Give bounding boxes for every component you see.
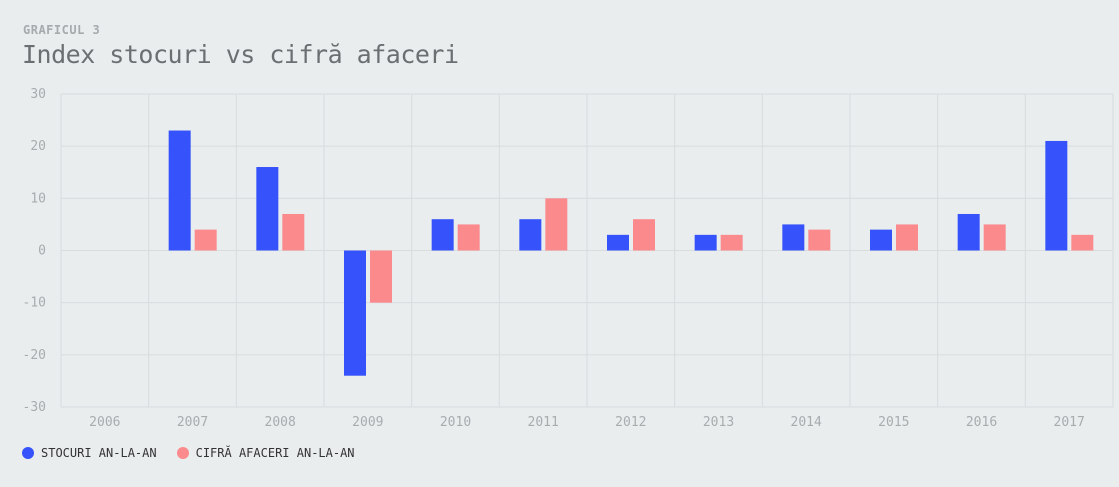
x-tick-label: 2010 <box>440 415 471 430</box>
x-tick-label: 2008 <box>265 415 296 430</box>
x-tick-label: 2006 <box>89 415 120 430</box>
bar-stocuri-2008 <box>256 167 279 251</box>
legend: STOCURI AN-LA-AN CIFRĂ AFACERI AN-LA-AN <box>22 446 375 460</box>
y-tick-label: -10 <box>23 296 46 311</box>
bar-stocuri-2013 <box>694 234 717 251</box>
bar-stocuri-2016 <box>957 213 980 251</box>
bar-cifra-2013 <box>720 234 743 251</box>
bar-stocuri-2011 <box>519 219 542 251</box>
bar-cifra-2017 <box>1071 234 1094 251</box>
bar-cifra-2008 <box>282 213 305 251</box>
x-tick-label: 2007 <box>177 415 208 430</box>
x-tick-label: 2009 <box>352 415 383 430</box>
x-tick-label: 2016 <box>966 415 997 430</box>
bar-cifra-2015 <box>896 224 918 251</box>
y-tick-label: -30 <box>23 400 46 415</box>
bar-cifra-2014 <box>808 229 831 251</box>
bar-cifra-2011 <box>545 198 568 251</box>
bar-stocuri-2017 <box>1045 140 1068 251</box>
y-tick-label: 0 <box>38 244 46 259</box>
legend-label-cifra: CIFRĂ AFACERI AN-LA-AN <box>195 446 355 460</box>
bar-stocuri-2010 <box>431 219 454 251</box>
bar-stocuri-2014 <box>782 224 805 251</box>
bar-cifra-2009 <box>370 250 392 303</box>
bar-stocuri-2012 <box>607 234 629 251</box>
bar-stocuri-2015 <box>870 229 892 251</box>
legend-item-stocuri: STOCURI AN-LA-AN <box>22 446 157 460</box>
y-tick-label: 10 <box>30 191 46 206</box>
legend-label-stocuri: STOCURI AN-LA-AN <box>41 446 157 460</box>
y-tick-label: 30 <box>30 87 46 102</box>
x-tick-label: 2017 <box>1054 415 1085 430</box>
legend-swatch-stocuri <box>22 447 34 459</box>
x-tick-label: 2015 <box>878 415 909 430</box>
bar-cifra-2007 <box>194 229 217 251</box>
x-tick-label: 2011 <box>528 415 559 430</box>
chart-kicker: GRAFICUL 3 <box>23 23 101 37</box>
y-tick-label: -20 <box>23 348 46 363</box>
chart-title: Index stocuri vs cifră afaceri <box>22 40 459 69</box>
bar-stocuri-2009 <box>344 250 366 376</box>
bar-cifra-2012 <box>633 219 655 251</box>
x-tick-label: 2013 <box>703 415 734 430</box>
legend-swatch-cifra <box>176 447 189 459</box>
bar-cifra-2016 <box>983 224 1006 251</box>
bar-cifra-2010 <box>457 224 480 251</box>
x-tick-label: 2012 <box>615 415 646 430</box>
x-tick-label: 2014 <box>791 415 822 430</box>
bar-stocuri-2007 <box>168 130 191 251</box>
legend-item-cifra: CIFRĂ AFACERI AN-LA-AN <box>176 446 355 460</box>
y-tick-label: 20 <box>30 139 46 154</box>
